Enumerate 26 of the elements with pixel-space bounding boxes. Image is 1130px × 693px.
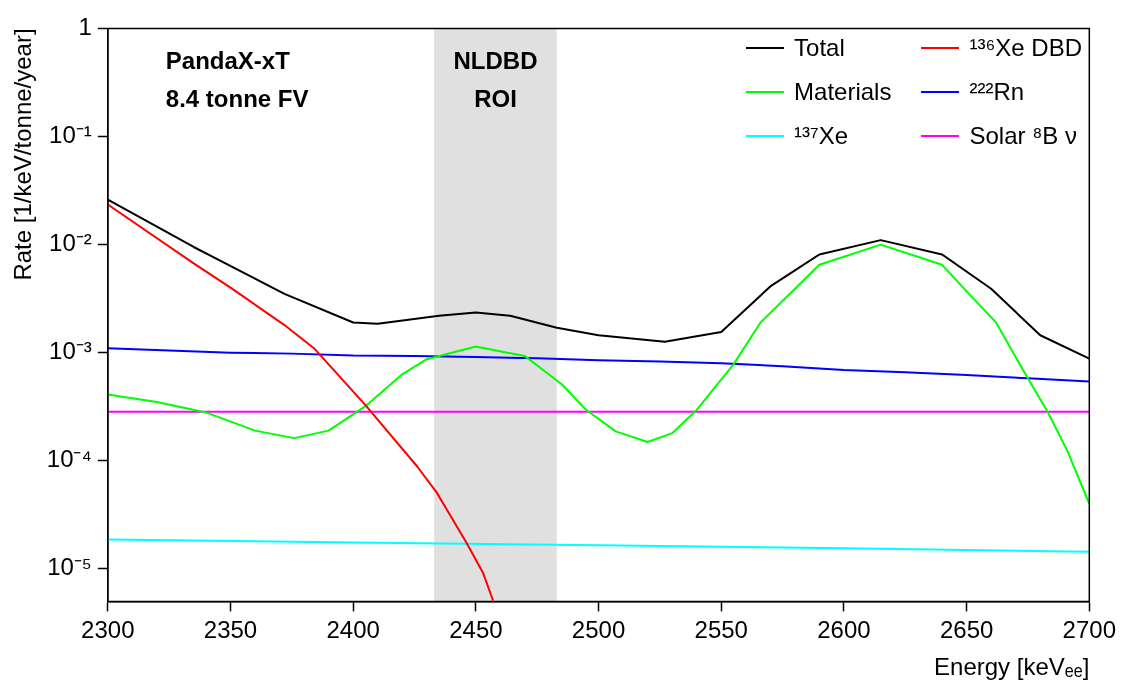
y-tick-label: 10⁻³ — [49, 337, 92, 365]
legend-label: ¹³⁶Xe DBD — [969, 34, 1082, 62]
x-tick-label: 2600 — [817, 616, 871, 644]
y-tick-label: 10⁻⁴ — [46, 445, 92, 473]
y-tick-label: 10⁻¹ — [49, 121, 92, 149]
x-tick-label: 2500 — [571, 616, 626, 644]
x-tick-label: 2350 — [203, 616, 258, 644]
annotation: 8.4 tonne FV — [165, 85, 309, 113]
y-tick-label: 10⁻² — [49, 229, 92, 257]
x-tick-label: 2550 — [694, 616, 748, 644]
x-tick-label: 2650 — [939, 616, 994, 644]
x-tick-label: 2450 — [449, 616, 503, 644]
legend-label: Solar ⁸B ν — [969, 122, 1077, 150]
legend-label: ¹³⁷Xe — [794, 122, 849, 150]
x-tick-label: 2700 — [1062, 616, 1116, 644]
annotation: PandaX-xT — [165, 47, 291, 75]
legend-label: Materials — [794, 78, 892, 106]
legend-label: ²²²Rn — [969, 78, 1025, 106]
y-axis-title: Rate [1/keV/tonne/year] — [9, 28, 37, 281]
y-tick-label: 1 — [78, 13, 92, 41]
x-tick-label: 2300 — [81, 616, 135, 644]
x-tick-label: 2400 — [326, 616, 380, 644]
x-axis-title: Energy [keVₑₑ] — [934, 653, 1090, 681]
band-label: NLDBD ROI — [453, 47, 538, 113]
y-tick-label: 10⁻⁵ — [47, 553, 92, 581]
legend-label: Total — [794, 34, 845, 62]
